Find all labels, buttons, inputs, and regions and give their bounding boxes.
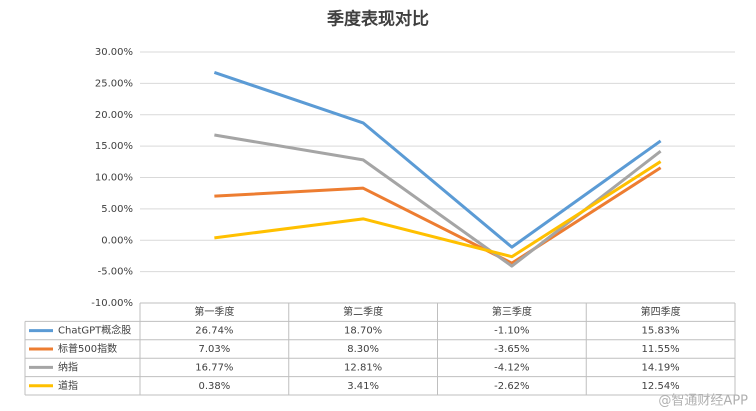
table-cell: 11.55% <box>642 344 680 355</box>
table-cell: 16.77% <box>195 362 233 373</box>
table-cell: 0.38% <box>198 381 230 392</box>
y-tick-label: 30.00% <box>95 47 133 58</box>
table-cell: -2.62% <box>494 381 529 392</box>
watermark: @智通财经APP <box>658 394 748 409</box>
table-cell: 26.74% <box>195 326 233 337</box>
series-line <box>213 71 662 249</box>
y-tick-label: -10.00% <box>91 298 133 309</box>
table-cell: 3.41% <box>347 381 379 392</box>
x-tick-label: 第二季度 <box>343 305 383 318</box>
table-cell: 12.81% <box>344 362 382 373</box>
legend-label: 纳指 <box>58 360 78 373</box>
legend-label: ChatGPT概念股 <box>58 324 131 337</box>
series-line <box>214 166 662 265</box>
legend-label: 标普500指数 <box>58 342 117 355</box>
table-cell: -3.65% <box>494 344 529 355</box>
table-cell: 18.70% <box>344 326 382 337</box>
x-tick-label: 第一季度 <box>194 305 234 318</box>
y-tick-label: 15.00% <box>95 141 133 152</box>
y-tick-label: 10.00% <box>95 173 133 184</box>
table-cell: 12.54% <box>642 381 680 392</box>
table-cell: 15.83% <box>642 326 680 337</box>
x-tick-label: 第四季度 <box>641 305 681 318</box>
x-tick-label: 第三季度 <box>492 305 532 318</box>
y-tick-label: 5.00% <box>101 204 133 215</box>
y-tick-label: 20.00% <box>95 110 133 121</box>
series-line <box>214 160 662 259</box>
legend-label: 道指 <box>58 379 78 392</box>
y-tick-label: 25.00% <box>95 78 133 89</box>
table-cell: -1.10% <box>494 326 529 337</box>
table-cell: 8.30% <box>347 344 379 355</box>
table-cell: 14.19% <box>642 362 680 373</box>
y-tick-label: -5.00% <box>98 267 133 278</box>
series-line <box>214 133 662 268</box>
table-cell: 7.03% <box>198 344 230 355</box>
y-tick-label: 0.00% <box>101 235 133 246</box>
chart-title: 季度表现对比 <box>327 9 429 30</box>
table-cell: -4.12% <box>494 362 529 373</box>
